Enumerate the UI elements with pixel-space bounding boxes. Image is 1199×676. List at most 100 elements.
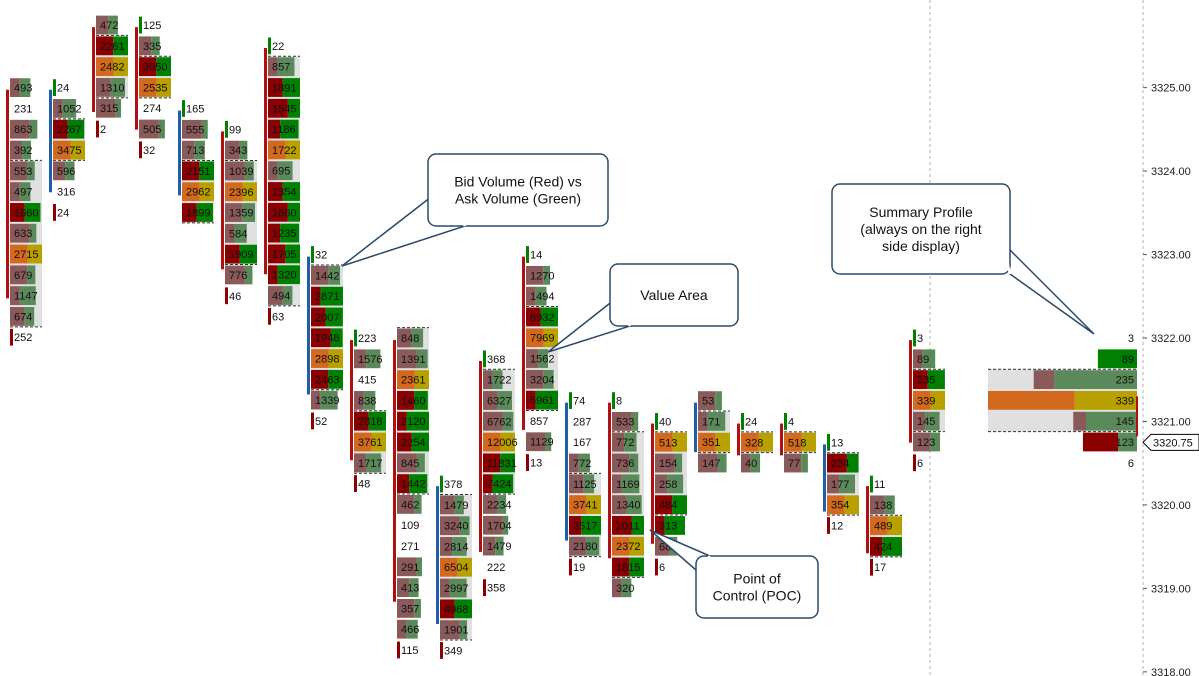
volume-label: 1722 xyxy=(487,375,511,387)
volume-label: 22 xyxy=(272,41,284,53)
ask-volume-cell xyxy=(535,286,547,306)
volume-label: 695 xyxy=(272,166,290,178)
bid-volume-cell xyxy=(612,432,625,452)
bid-volume-cell xyxy=(440,599,455,619)
poc-cell-ask xyxy=(543,328,558,348)
ask-volume-cell xyxy=(242,203,256,222)
ask-volume-cell xyxy=(801,453,808,473)
bid-volume-cell xyxy=(569,453,579,473)
volume-label: 358 xyxy=(487,583,505,595)
bid-volume-cell xyxy=(397,619,407,639)
bid-volume-cell xyxy=(53,99,63,118)
edge-marker xyxy=(827,433,830,451)
bid-volume-cell xyxy=(96,15,109,35)
ask-volume-cell xyxy=(492,370,503,390)
volume-label: 1460 xyxy=(401,395,425,407)
ask-volume-cell xyxy=(328,265,341,285)
price-axis[interactable]: 3325.00 3324.00 3323.00 3322.00 3321.00 3320.… xyxy=(1142,83,1199,676)
volume-label: 6932 xyxy=(530,312,554,324)
bid-volume-cell xyxy=(827,474,840,494)
volume-label: 674 xyxy=(14,311,32,323)
ask-volume-cell xyxy=(156,57,171,77)
ask-volume-cell xyxy=(543,369,554,389)
bid-volume-cell xyxy=(10,119,30,139)
bid-volume-cell xyxy=(354,411,369,431)
price-tick-label: 3324.00 xyxy=(1151,166,1191,178)
volume-label: 335 xyxy=(143,41,161,53)
poc-cell xyxy=(139,78,157,97)
volume-label: 11831 xyxy=(487,458,517,470)
ask-volume-cell xyxy=(459,516,470,536)
bid-volume-cell xyxy=(612,411,632,431)
delta-bar xyxy=(780,423,783,456)
volume-label: 17 xyxy=(874,562,886,574)
volume-label: 3475 xyxy=(57,145,81,157)
ask-volume-cell xyxy=(115,98,122,118)
bid-volume-cell xyxy=(440,620,460,640)
volume-label: 1722 xyxy=(272,145,296,157)
volume-label: 63 xyxy=(272,311,284,323)
ask-volume-cell xyxy=(409,474,428,493)
price-tick-label: 3320.00 xyxy=(1151,500,1191,512)
edge-marker xyxy=(569,558,572,576)
poc-cell-ask xyxy=(113,57,128,77)
bid-volume-cell xyxy=(139,119,159,139)
poc-cell-ask xyxy=(672,432,687,452)
footprint-bar: 74 287 167 772 1125 3741 3517 2180 19 xyxy=(565,392,601,576)
volume-label: 378 xyxy=(444,479,462,491)
bid-volume-cell xyxy=(397,578,410,597)
poc-cell-ask xyxy=(199,182,214,202)
ask-volume-cell xyxy=(287,202,300,222)
bid-volume-cell xyxy=(397,411,407,431)
volume-label: 32 xyxy=(143,145,155,157)
volume-label: 494 xyxy=(272,291,290,303)
ask-volume-cell xyxy=(535,390,558,410)
volume-label: 165 xyxy=(186,103,204,115)
delta-bar xyxy=(264,47,267,275)
bid-volume-cell xyxy=(569,515,582,535)
bid-volume-cell xyxy=(139,57,157,77)
summary-profile: 3 89 235 339 145 123 6 xyxy=(988,333,1138,470)
volume-label: 513 xyxy=(659,437,677,449)
ask-volume-cell xyxy=(67,119,85,139)
ask-volume-cell xyxy=(414,599,421,618)
volume-label: 462 xyxy=(401,499,419,511)
bid-volume-cell xyxy=(655,495,673,515)
delta-bar xyxy=(737,423,740,456)
delta-bar xyxy=(393,340,396,602)
bid-volume-cell xyxy=(397,391,415,410)
ask-volume-cell xyxy=(27,161,35,181)
bid-volume-cell xyxy=(311,286,321,306)
volume-label: 123 xyxy=(917,437,935,449)
edge-marker xyxy=(483,579,486,597)
ask-volume-cell xyxy=(621,474,640,494)
delta-bar xyxy=(307,256,310,395)
ask-volume-cell xyxy=(449,578,467,598)
volume-label: 1948 xyxy=(315,333,339,345)
delta-bar xyxy=(866,486,869,554)
bid-volume-cell xyxy=(397,349,417,369)
volume-label: 328 xyxy=(745,437,763,449)
bid-volume-cell xyxy=(870,495,885,515)
ask-volume-cell xyxy=(363,391,376,410)
volume-label: 2372 xyxy=(616,541,640,553)
edge-marker xyxy=(526,246,529,263)
delta-bar xyxy=(436,486,439,625)
bid-volume-cell xyxy=(311,369,329,389)
volume-label: 1391 xyxy=(401,354,425,366)
ask-volume-cell xyxy=(416,557,422,577)
bid-volume-cell xyxy=(655,453,675,473)
bid-volume-cell xyxy=(483,411,503,431)
bid-volume-cell xyxy=(225,244,240,264)
volume-label: 1359 xyxy=(229,208,253,220)
bid-volume-cell xyxy=(698,453,718,473)
bid-volume-cell xyxy=(225,223,235,243)
volume-label: 2871 xyxy=(315,291,339,303)
poc-cell-ask xyxy=(156,78,171,97)
poc-cell xyxy=(397,370,415,389)
poc-cell xyxy=(655,432,673,452)
bid-volume-cell xyxy=(10,78,20,98)
callout-text-line: Point of xyxy=(733,571,781,587)
bid-volume-cell xyxy=(741,453,751,473)
volume-label: 2234 xyxy=(487,499,511,511)
